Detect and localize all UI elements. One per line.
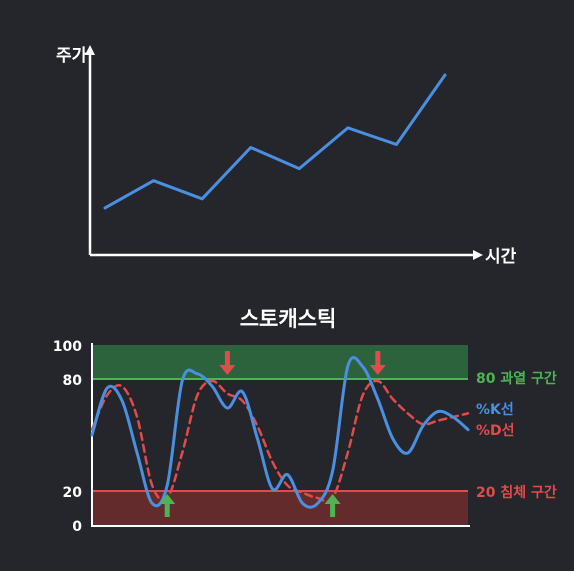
ytick-80: 80 [63, 373, 83, 389]
price-axis-label: 주가 [56, 46, 88, 66]
k-line [90, 356, 470, 509]
sell-signal-down-arrow-icon [369, 351, 386, 375]
buy-signal-up-arrow-icon [324, 494, 341, 517]
d-line-legend: %D선 [476, 423, 515, 439]
buy-signal-up-arrow-icon [159, 494, 176, 517]
oversold-zone [92, 491, 468, 525]
oversold-label: 20 침체 구간 [476, 484, 557, 501]
price-line [103, 73, 447, 210]
price-series [103, 73, 447, 210]
stochastic-series [90, 356, 470, 509]
sell-signal-down-arrow-icon [219, 351, 236, 375]
stochastic-title: 스토캐스틱 [240, 307, 337, 331]
d-line [90, 379, 470, 503]
ytick-20: 20 [63, 485, 83, 501]
time-axis-label: 시간 [485, 247, 517, 267]
k-line-legend: %K선 [476, 402, 514, 418]
ytick-0: 0 [72, 519, 82, 535]
price-chart: 주가 시간 [56, 45, 517, 267]
stochastic-chart: 스토캐스틱 100 80 20 0 80 과열 구간 %K선 %D선 20 침체… [53, 307, 557, 535]
overbought-zone [92, 345, 468, 379]
ytick-100: 100 [53, 339, 82, 355]
overbought-label: 80 과열 구간 [476, 370, 557, 387]
signal-arrows [159, 351, 386, 517]
